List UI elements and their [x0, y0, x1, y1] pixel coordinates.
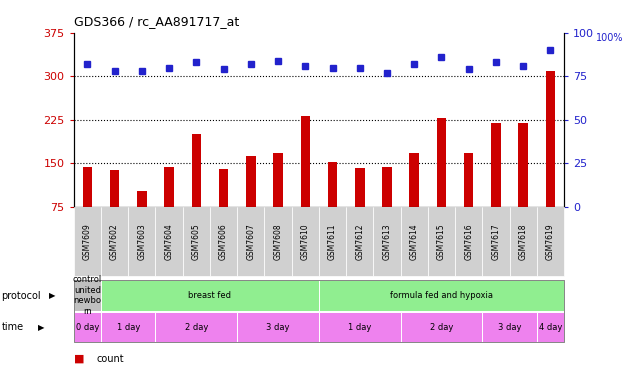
- Bar: [273, 153, 283, 250]
- Text: count: count: [96, 354, 124, 364]
- Bar: [437, 118, 446, 250]
- Text: protocol: protocol: [1, 291, 41, 300]
- Text: GSM7607: GSM7607: [246, 223, 255, 260]
- Bar: [355, 168, 365, 250]
- Text: GSM7608: GSM7608: [274, 223, 283, 260]
- Bar: [164, 167, 174, 250]
- Bar: [192, 134, 201, 250]
- Text: ▶: ▶: [49, 291, 56, 300]
- Bar: [246, 156, 256, 250]
- Text: ▶: ▶: [38, 323, 44, 332]
- Bar: [110, 170, 119, 250]
- Text: 1 day: 1 day: [117, 323, 140, 332]
- Text: 3 day: 3 day: [498, 323, 521, 332]
- Bar: [464, 153, 474, 250]
- Text: GSM7615: GSM7615: [437, 223, 446, 260]
- Text: time: time: [1, 322, 24, 332]
- Text: GSM7606: GSM7606: [219, 223, 228, 260]
- Text: GSM7604: GSM7604: [165, 223, 174, 260]
- Text: GSM7610: GSM7610: [301, 223, 310, 260]
- Bar: [491, 123, 501, 250]
- Text: GSM7616: GSM7616: [464, 223, 473, 260]
- Text: GSM7613: GSM7613: [383, 223, 392, 260]
- Text: GSM7603: GSM7603: [137, 223, 146, 260]
- Bar: [301, 116, 310, 250]
- Text: GSM7609: GSM7609: [83, 223, 92, 260]
- Bar: [519, 123, 528, 250]
- Text: 2 day: 2 day: [430, 323, 453, 332]
- Text: 2 day: 2 day: [185, 323, 208, 332]
- Text: GSM7618: GSM7618: [519, 223, 528, 260]
- Text: formula fed and hypoxia: formula fed and hypoxia: [390, 291, 493, 300]
- Bar: [328, 162, 337, 250]
- Bar: [545, 71, 555, 250]
- Bar: [382, 167, 392, 250]
- Text: ■: ■: [74, 354, 84, 364]
- Text: breast fed: breast fed: [188, 291, 231, 300]
- Bar: [410, 153, 419, 250]
- Text: GSM7619: GSM7619: [546, 223, 555, 260]
- Text: 0 day: 0 day: [76, 323, 99, 332]
- Bar: [137, 191, 147, 250]
- Text: GSM7605: GSM7605: [192, 223, 201, 260]
- Text: 100%: 100%: [596, 33, 624, 43]
- Text: GSM7617: GSM7617: [492, 223, 501, 260]
- Text: control
united
newbo
rn: control united newbo rn: [72, 276, 102, 315]
- Text: GDS366 / rc_AA891717_at: GDS366 / rc_AA891717_at: [74, 15, 239, 28]
- Text: 1 day: 1 day: [348, 323, 371, 332]
- Bar: [219, 168, 228, 250]
- Text: 3 day: 3 day: [266, 323, 290, 332]
- Text: GSM7614: GSM7614: [410, 223, 419, 260]
- Text: GSM7612: GSM7612: [355, 223, 364, 260]
- Text: GSM7611: GSM7611: [328, 223, 337, 260]
- Text: GSM7602: GSM7602: [110, 223, 119, 260]
- Text: 4 day: 4 day: [539, 323, 562, 332]
- Bar: [83, 167, 92, 250]
